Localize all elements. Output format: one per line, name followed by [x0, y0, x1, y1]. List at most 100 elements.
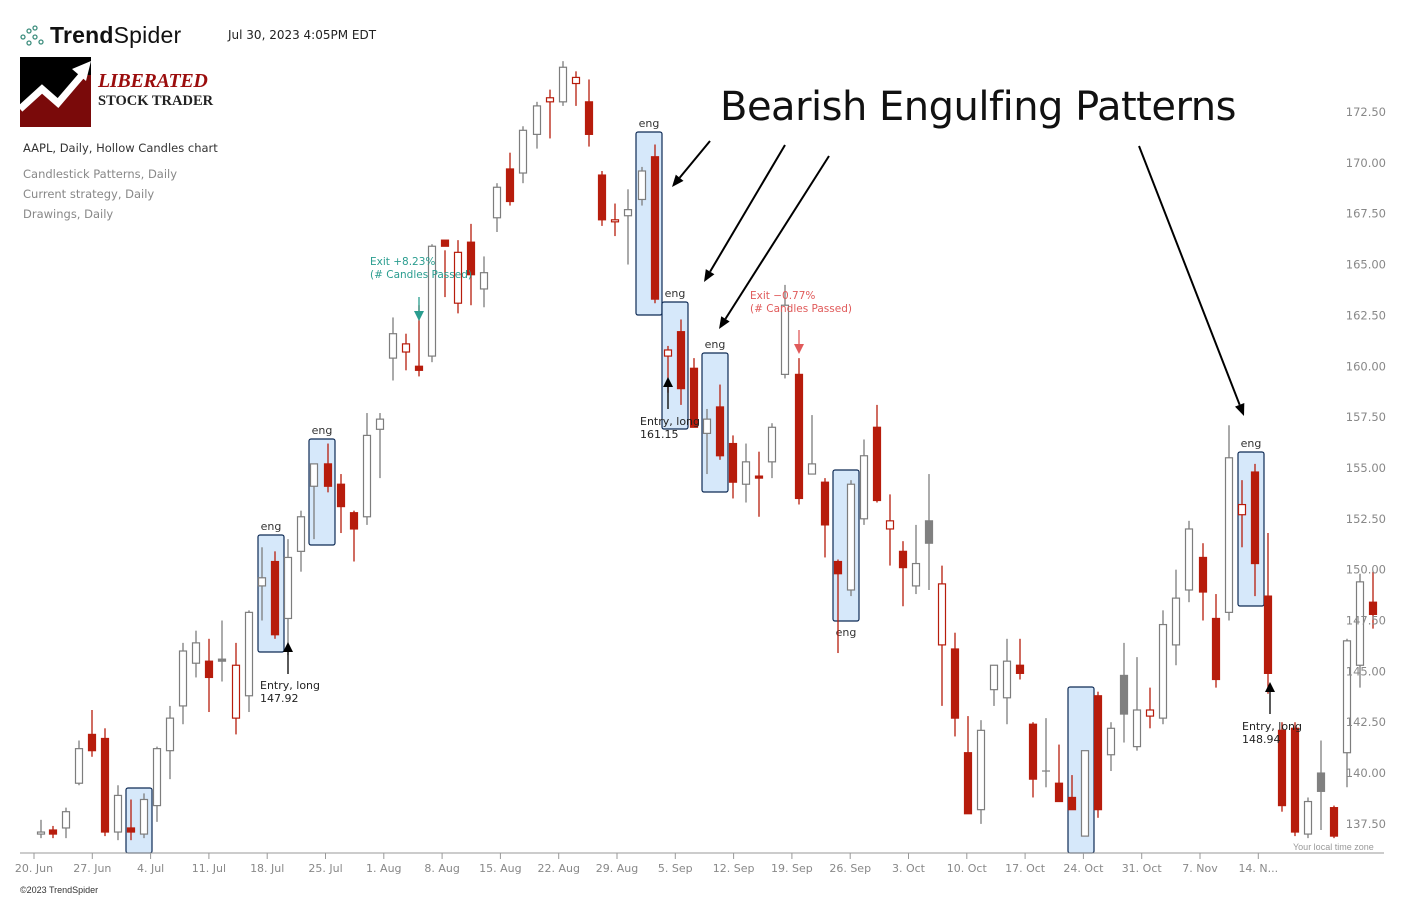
svg-text:Entry, long: Entry, long	[1242, 720, 1302, 733]
candle	[989, 664, 999, 706]
candle	[492, 183, 502, 233]
candle	[1303, 797, 1313, 839]
x-tick-label: 25. Jul	[308, 862, 342, 875]
x-tick-label: 19. Sep	[771, 862, 813, 875]
candle	[1329, 805, 1339, 839]
x-tick-label: 5. Sep	[658, 862, 693, 875]
timezone-label[interactable]: Your local time zone	[1293, 842, 1374, 852]
candle	[610, 203, 620, 237]
candle	[545, 89, 555, 139]
svg-text:Entry, long: Entry, long	[640, 415, 700, 428]
candle	[178, 642, 188, 725]
candle	[100, 728, 110, 837]
x-tick-label: 20. Jun	[15, 862, 53, 875]
y-tick-label: 152.50	[1346, 512, 1386, 526]
x-tick-label: 27. Jun	[73, 862, 111, 875]
callout-arrow-icon	[704, 144, 786, 282]
candle	[924, 474, 934, 590]
candle	[702, 408, 712, 475]
svg-text:(# Candles Passed): (# Candles Passed)	[370, 269, 472, 281]
eng-label: eng	[312, 424, 333, 437]
candle	[244, 610, 254, 713]
candle	[191, 630, 201, 678]
legend-item-current-strategy[interactable]: Current strategy, Daily	[23, 187, 155, 201]
legend-item-candlestick-patterns[interactable]: Candlestick Patterns, Daily	[23, 167, 178, 181]
candles	[36, 61, 1378, 841]
candle	[1132, 657, 1142, 751]
y-tick-label: 160.00	[1346, 359, 1386, 373]
logo-line2: STOCK TRADER	[98, 93, 214, 109]
candle	[859, 439, 869, 525]
y-tick-label: 162.50	[1346, 308, 1386, 322]
candle	[401, 333, 411, 371]
y-tick-label: 155.00	[1346, 461, 1386, 475]
candle	[650, 144, 660, 304]
entry-arrow-icon	[663, 377, 673, 387]
copyright: ©2023 TrendSpider	[20, 885, 99, 895]
eng-label: eng	[639, 117, 660, 130]
candle	[505, 152, 515, 206]
candle	[872, 404, 882, 503]
candle	[1171, 569, 1181, 666]
candle	[479, 256, 489, 308]
candle	[1158, 610, 1168, 725]
eng-label: eng	[1241, 437, 1262, 450]
legend-item-drawings[interactable]: Drawings, Daily	[23, 207, 114, 221]
candle	[767, 423, 777, 479]
candle	[231, 642, 241, 735]
x-tick-label: 10. Oct	[947, 862, 988, 875]
candle	[754, 451, 764, 517]
candle	[126, 799, 136, 841]
candle	[296, 510, 306, 572]
candle	[61, 807, 71, 839]
x-tick-label: 14. N...	[1238, 862, 1278, 875]
x-tick-label: 31. Oct	[1122, 862, 1163, 875]
candle	[270, 551, 280, 639]
x-axis: 20. Jun 27. Jun 4. Jul 11. Jul 18. Jul 25. Ju…	[15, 852, 1384, 875]
candle	[1211, 594, 1221, 688]
candle	[1184, 520, 1194, 603]
candle	[309, 463, 319, 540]
x-tick-label: 24. Oct	[1063, 862, 1104, 875]
candle	[571, 71, 581, 106]
y-tick-label: 150.00	[1346, 563, 1386, 577]
x-tick-label: 26. Sep	[829, 862, 871, 875]
y-tick-label: 137.50	[1346, 817, 1386, 831]
candle	[1119, 642, 1129, 743]
x-tick-label: 4. Jul	[137, 862, 164, 875]
svg-text:Exit +8.23%: Exit +8.23%	[370, 256, 435, 268]
candle	[950, 632, 960, 737]
candle	[937, 565, 947, 706]
legend-main[interactable]: AAPL, Daily, Hollow Candles chart	[23, 141, 218, 155]
y-tick-label: 170.00	[1346, 156, 1386, 170]
candle	[833, 559, 843, 654]
exit-marker: Exit −0.77%(# Candles Passed)	[750, 290, 852, 354]
logo-line1: LIBERATED	[98, 70, 208, 92]
trendspider-logo-icon	[20, 24, 44, 46]
x-tick-label: 12. Sep	[713, 862, 755, 875]
callout-arrow-icon	[719, 155, 830, 329]
entry-arrow-icon	[283, 642, 293, 652]
x-tick-label: 11. Jul	[192, 862, 226, 875]
exit-arrow-icon	[794, 344, 804, 354]
candle	[532, 101, 542, 149]
svg-text:161.15: 161.15	[640, 428, 679, 441]
candle	[1355, 573, 1365, 688]
candle	[165, 705, 175, 780]
svg-text:148.94: 148.94	[1242, 733, 1281, 746]
candle	[963, 716, 973, 815]
candle	[911, 524, 921, 595]
candle	[1250, 463, 1260, 597]
candle	[885, 494, 895, 566]
candle	[518, 126, 528, 184]
candle	[1368, 571, 1378, 629]
svg-text:(# Candles Passed): (# Candles Passed)	[750, 303, 852, 315]
eng-label: eng	[836, 626, 857, 639]
x-tick-label: 29. Aug	[596, 862, 638, 875]
entry-arrow-icon	[1265, 682, 1275, 692]
callout-arrow-icon	[672, 140, 711, 187]
y-tick-label: 172.50	[1346, 105, 1386, 119]
